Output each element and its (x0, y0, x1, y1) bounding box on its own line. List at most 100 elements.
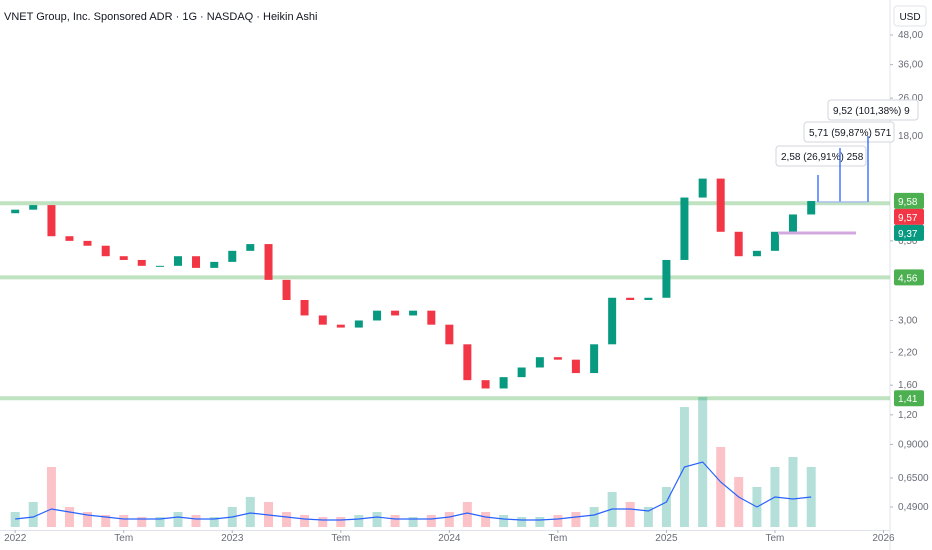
volume-bar (119, 515, 129, 527)
candle-body (47, 205, 56, 237)
volume-bar (716, 447, 726, 527)
candle-body (65, 236, 74, 241)
volume-bar (137, 517, 147, 527)
chart-title: VNET Group, Inc. Sponsored ADR · 1G · NA… (4, 11, 317, 23)
volume-bar (173, 512, 183, 527)
candle-body (662, 259, 671, 298)
measure-label: 2,58 (26,91%) 258 (781, 152, 864, 163)
volume-bar (571, 512, 581, 527)
candle-body (535, 357, 544, 368)
volume-bar (426, 515, 436, 527)
candle-body (354, 320, 363, 328)
candle-body (246, 244, 255, 251)
candle-body (463, 344, 472, 381)
x-tick-label: 2026 (872, 533, 895, 544)
volume-bar (64, 507, 74, 527)
x-tick-label: Tem (765, 533, 784, 544)
x-tick-label: 2022 (4, 533, 27, 544)
volume-bar (643, 507, 653, 527)
candle-body (264, 244, 273, 280)
candle-body (644, 297, 653, 300)
candle-body (734, 231, 743, 257)
volume-bar (589, 507, 599, 527)
price-badge-label: 9,57 (898, 213, 918, 224)
volume-bar (390, 515, 400, 527)
candle-body (716, 178, 725, 232)
candle-body (698, 178, 707, 198)
volume-bar (10, 512, 20, 527)
candle-body (553, 357, 562, 360)
x-tick-label: Tem (114, 533, 133, 544)
candle-body (770, 231, 779, 251)
candle-body (228, 250, 237, 262)
price-badge (894, 192, 924, 209)
candle-body (300, 299, 309, 316)
volume-bar (300, 515, 310, 527)
volume-bar (82, 512, 92, 527)
candle-body (680, 197, 689, 260)
candle-body (807, 201, 816, 215)
candle-body (517, 367, 526, 378)
candle-body (11, 209, 20, 214)
measure-label-box (803, 121, 895, 143)
price-badge (894, 208, 924, 225)
volume-bar (245, 497, 255, 527)
measure-label-box (775, 145, 867, 167)
y-tick-label: 26,00 (898, 93, 923, 104)
candle-body (752, 250, 761, 257)
candle-body (336, 324, 345, 328)
volume-bar (354, 515, 364, 527)
volume-bar (444, 512, 454, 527)
candle-body (373, 310, 382, 321)
candle-body (626, 297, 635, 300)
volume-bar (734, 477, 744, 527)
candle-body (409, 310, 418, 316)
volume-bar (101, 515, 111, 527)
volume-bar (788, 457, 798, 527)
candle-body (137, 259, 146, 266)
candle-body (391, 310, 400, 316)
price-badge-label: 9,58 (898, 197, 918, 208)
candle-body (788, 214, 797, 232)
candle-body (427, 310, 436, 325)
candle-body (445, 324, 454, 345)
measure-label: 5,71 (59,87%) 571 (809, 128, 892, 139)
y-tick-label: 36,00 (898, 60, 923, 71)
measure-arrows (817, 136, 869, 203)
candle-body (101, 245, 110, 257)
volume-bar (209, 517, 219, 527)
measure-label-box (827, 99, 919, 121)
volume-bar (625, 502, 635, 527)
volume-bar (553, 515, 563, 527)
candle-body (29, 205, 38, 210)
candle-body (192, 256, 201, 268)
volume-bar (318, 517, 328, 527)
candle-body (83, 240, 92, 246)
y-tick-label: 1,20 (898, 410, 918, 421)
y-tick-label: 3,00 (898, 315, 918, 326)
volume-bar (408, 517, 418, 527)
candle-body (318, 315, 327, 325)
currency[interactable]: USD (899, 12, 920, 23)
candle-body (174, 256, 182, 266)
measure-label: 9,52 (101,38%) 9 (833, 106, 910, 117)
volume-ma (15, 461, 812, 521)
candle-body (571, 359, 580, 374)
volume-bar (282, 512, 292, 527)
volume-bar (372, 512, 382, 527)
candle-body (499, 377, 508, 389)
volume-bar (28, 502, 38, 527)
price-badge (894, 390, 924, 407)
x-tick-label: 2024 (438, 533, 461, 544)
volume-bar (661, 487, 671, 527)
volume-bar (191, 515, 201, 527)
y-tick-label: 1,60 (898, 380, 918, 391)
price-badge (894, 224, 924, 241)
volume-bar (46, 467, 56, 527)
x-tick-label: Tem (548, 533, 567, 544)
currency-button[interactable] (893, 5, 927, 27)
candle-body (608, 297, 617, 345)
x-tick-label: Tem (331, 533, 350, 544)
